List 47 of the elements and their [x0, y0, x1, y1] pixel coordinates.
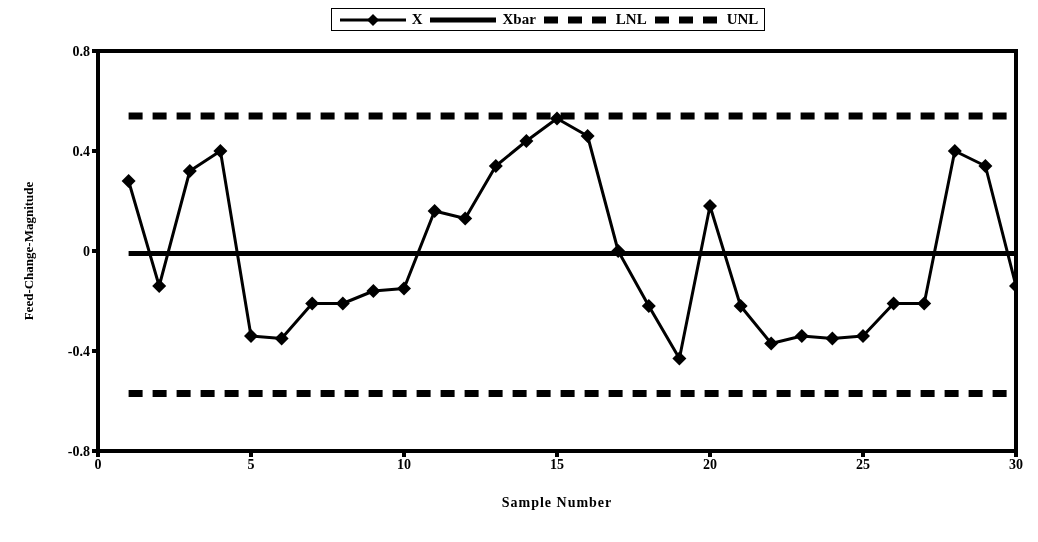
point: [947, 144, 962, 158]
point: [519, 134, 534, 148]
y-tick-label: -0.4: [67, 343, 90, 359]
legend-label: UNL: [726, 11, 759, 28]
legend-label: Xbar: [502, 11, 536, 28]
point: [458, 211, 473, 226]
point: [825, 331, 840, 346]
point: [672, 351, 687, 366]
point: [856, 329, 870, 343]
y-tick-label: 0: [83, 243, 90, 259]
point: [886, 296, 901, 311]
point: [488, 159, 503, 173]
point: [305, 296, 320, 311]
y-tick-label: 0.8: [72, 43, 90, 59]
x-tick-label: 20: [703, 456, 717, 472]
y-axis-title: Feed-Change-Magnitude: [20, 181, 36, 321]
y-tick-label: 0.4: [72, 143, 90, 159]
point: [611, 244, 626, 258]
point: [794, 329, 809, 343]
x-tick-label: 0: [94, 456, 102, 472]
x-tick-label: 10: [397, 456, 411, 472]
point: [335, 296, 350, 311]
point: [182, 164, 197, 178]
point: [917, 296, 932, 311]
point: [764, 336, 779, 351]
x-tick-label: 25: [856, 456, 870, 472]
point: [213, 144, 228, 158]
legend-label: LNL: [615, 11, 647, 28]
point: [244, 329, 258, 343]
point: [550, 111, 564, 126]
x-tick-label: 5: [247, 456, 255, 472]
point: [580, 129, 595, 143]
legend-label: X: [411, 11, 423, 28]
point: [274, 331, 289, 346]
x-axis-title: Sample Number: [501, 495, 613, 510]
point: [427, 204, 442, 218]
point: [152, 279, 167, 293]
point: [703, 199, 717, 213]
x-tick-label: 30: [1009, 456, 1023, 472]
point: [733, 299, 748, 313]
y-tick-label: -0.8: [67, 443, 90, 459]
point: [366, 284, 381, 298]
point: [641, 299, 656, 313]
point: [978, 159, 993, 173]
point: [397, 281, 411, 296]
point: [121, 174, 136, 188]
x-tick-label: 15: [550, 456, 564, 472]
